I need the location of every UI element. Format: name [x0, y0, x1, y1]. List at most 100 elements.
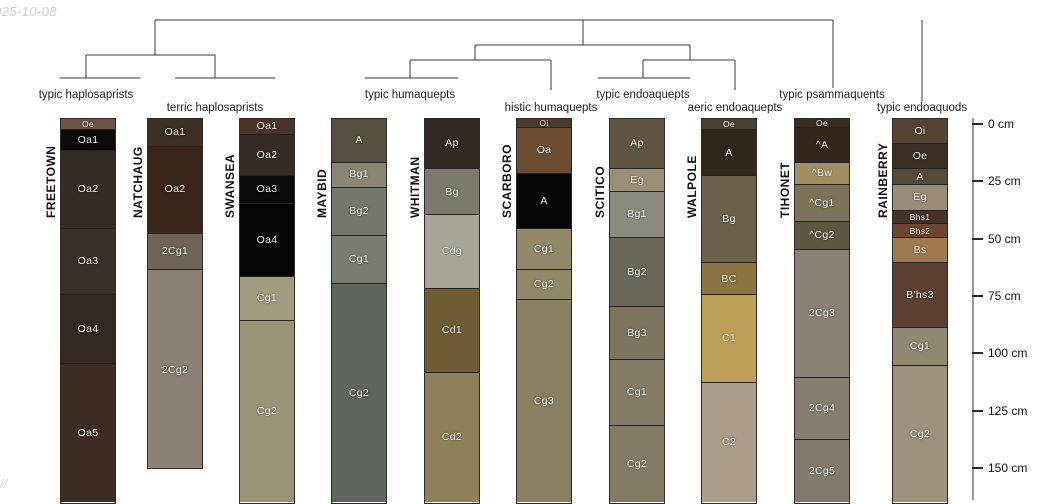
soil-horizon: Cg2	[610, 426, 664, 502]
horizon-label: Oi	[914, 124, 926, 137]
horizon-label: A	[725, 146, 733, 159]
depth-axis: 0 cm 25 cm 50 cm 75 cm 100 cm 125 cm 150 cm	[972, 117, 1050, 500]
soil-horizon: C1	[702, 295, 756, 383]
soil-horizon: ^A	[795, 128, 849, 163]
soil-horizon: Bs	[893, 238, 947, 264]
horizon-label: ^A	[815, 138, 829, 151]
dendrogram-leaf-label: typic humaquepts	[364, 89, 456, 101]
profile-column-body: Oi Oe A Eg Bhs1 Bhs2 Bs B'hs3 Cg1 Cg2	[892, 118, 948, 504]
depth-tick-label: 25 cm	[988, 174, 1021, 189]
depth-tick-label: 0 cm	[988, 117, 1015, 131]
profile-series-name: WHITMAN	[408, 156, 422, 218]
horizon-label: Bg1	[627, 208, 647, 221]
horizon-label: Cg2	[256, 404, 278, 417]
horizon-label: Oa1	[77, 134, 99, 147]
dendrogram-leaf-label: histic humaquepts	[504, 102, 598, 114]
soil-horizon: Bg	[702, 176, 756, 264]
soil-horizon: Cg1	[610, 359, 664, 427]
soil-horizon: Cg1	[893, 327, 947, 367]
horizon-label: A	[355, 134, 363, 147]
horizon-label: 2Cg1	[161, 245, 189, 258]
dendrogram-leaf-label: typic endoaquods	[876, 102, 968, 114]
horizon-label: Cg1	[256, 292, 278, 305]
soil-horizon: 2Cg2	[148, 270, 202, 468]
profile-column-body: Oe A Bg BC C1 C2	[701, 118, 757, 504]
soil-horizon: Cg1	[332, 235, 386, 284]
soil-horizon: Cdg	[425, 215, 479, 289]
horizon-label: Cg3	[533, 394, 555, 407]
soil-horizon: Oe	[702, 119, 756, 131]
soil-horizon: Ap	[610, 119, 664, 170]
soil-horizon: Oa2	[240, 135, 294, 177]
soil-horizon: Oa5	[61, 364, 115, 502]
horizon-label: Oa2	[77, 183, 99, 196]
horizon-label: C1	[721, 332, 737, 345]
depth-tick-label: 75 cm	[988, 288, 1021, 303]
soil-horizon: Bg3	[610, 306, 664, 360]
profile-series-name: WALPOLE	[685, 155, 699, 218]
horizon-label: Oa5	[77, 426, 99, 439]
soil-horizon: A	[332, 119, 386, 163]
soil-horizon: Bg1	[610, 192, 664, 239]
horizon-label: 2Cg5	[808, 464, 836, 477]
dendrogram-lines	[60, 19, 923, 101]
soil-horizon: Oe	[61, 119, 115, 131]
profile-series-name: FREETOWN	[44, 145, 58, 218]
horizon-label: B'hs3	[906, 288, 934, 301]
soil-horizon: Oa2	[61, 151, 115, 229]
horizon-label: Cg2	[348, 386, 370, 399]
soil-horizon: Bhs1	[893, 210, 947, 225]
profile-series-name: TIHONET	[778, 161, 792, 218]
depth-tick-mark	[972, 466, 983, 469]
profile-column-body: Oa1 Oa2 Oa3 Oa4 Cg1 Cg2	[239, 118, 295, 504]
soil-horizon: A	[702, 130, 756, 177]
soil-horizon: A	[893, 169, 947, 186]
soil-horizon: Oa3	[61, 229, 115, 296]
horizon-label: Eg	[913, 191, 927, 204]
profile-series-name: NATCHAUG	[131, 146, 145, 218]
horizon-label: Cg1	[909, 340, 931, 353]
soil-horizon: Eg	[893, 185, 947, 211]
soil-horizon: Oa1	[148, 119, 202, 147]
horizon-label: Oa2	[164, 183, 186, 196]
horizon-label: Cg1	[626, 386, 648, 399]
soil-horizon: 2Cg3	[795, 249, 849, 378]
profile-column-body: Oi Oa A Cg1 Cg2 Cg3	[516, 118, 572, 504]
horizon-label: Cg2	[626, 457, 648, 470]
horizon-label: Oe	[723, 119, 735, 129]
profile-series-name: SWANSEA	[223, 153, 237, 218]
horizon-label: Oa1	[164, 126, 186, 138]
soil-horizon: 2Cg1	[148, 233, 202, 271]
depth-tick-mark	[972, 409, 983, 412]
depth-tick-label: 50 cm	[988, 231, 1021, 246]
horizon-label: Bg2	[627, 265, 647, 278]
horizon-label: Oa2	[256, 148, 278, 161]
profile-column-body: Oe Oa1 Oa2 Oa3 Oa4 Oa5	[60, 118, 116, 504]
depth-tick-mark	[972, 294, 983, 297]
horizon-label: A	[916, 170, 924, 183]
soil-horizon: Bhs2	[893, 224, 947, 239]
soil-horizon: Cg2	[517, 270, 571, 301]
depth-tick-label: 150 cm	[988, 460, 1028, 475]
soil-horizon: Cg1	[240, 277, 294, 321]
dendrogram-leaf-label: typic psammaquents	[779, 89, 885, 101]
soil-horizon: Cg3	[517, 300, 571, 502]
soil-horizon: ^Cg2	[795, 222, 849, 250]
horizon-label: 2Cg4	[808, 402, 836, 415]
horizon-label: Oa4	[77, 323, 99, 336]
profile-column-body: Ap Eg Bg1 Bg2 Bg3 Cg1 Cg2	[609, 118, 665, 504]
soil-horizon: Eg	[610, 169, 664, 193]
horizon-label: Oa4	[256, 233, 278, 246]
horizon-label: C2	[721, 435, 737, 448]
soil-horizon: Oe	[893, 144, 947, 170]
horizon-label: Cg2	[533, 278, 555, 291]
depth-axis-spine	[972, 118, 974, 500]
soil-horizon: Oi	[517, 119, 571, 129]
profile-column-body: Ap Bg Cdg Cd1 Cd2	[424, 118, 480, 504]
profile-series-name: SCITICO	[593, 165, 607, 218]
profile-series-name: MAYBID	[315, 168, 329, 218]
horizon-label: Bg	[445, 185, 459, 198]
horizon-label: ^Cg2	[809, 229, 835, 242]
horizon-label: Bhs2	[909, 225, 931, 236]
